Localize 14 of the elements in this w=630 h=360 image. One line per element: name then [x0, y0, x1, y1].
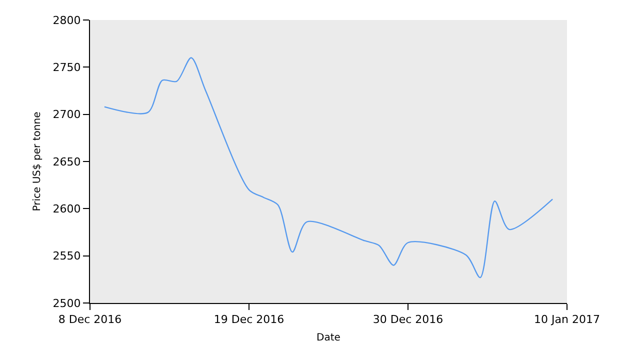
y-tick-label: 2700 [52, 108, 81, 122]
y-tick-label: 2500 [52, 296, 81, 310]
y-tick-label: 2550 [52, 250, 81, 263]
x-tick-label: 30 Dec 2016 [372, 313, 444, 326]
y-tick-label: 2600 [52, 202, 81, 216]
y-tick-label: 2800 [52, 14, 81, 27]
x-axis-title: Date [316, 332, 340, 344]
line-series [104, 57, 554, 278]
y-tick-label: 2750 [52, 61, 81, 74]
x-tick-label: 10 Jan 2017 [534, 313, 600, 326]
y-tick-label: 2650 [52, 155, 81, 168]
y-axis-title: Price US$ per tonne [32, 112, 43, 212]
x-tick-label: 8 Dec 2016 [58, 313, 122, 326]
x-tick-label: 19 Dec 2016 [214, 313, 284, 326]
